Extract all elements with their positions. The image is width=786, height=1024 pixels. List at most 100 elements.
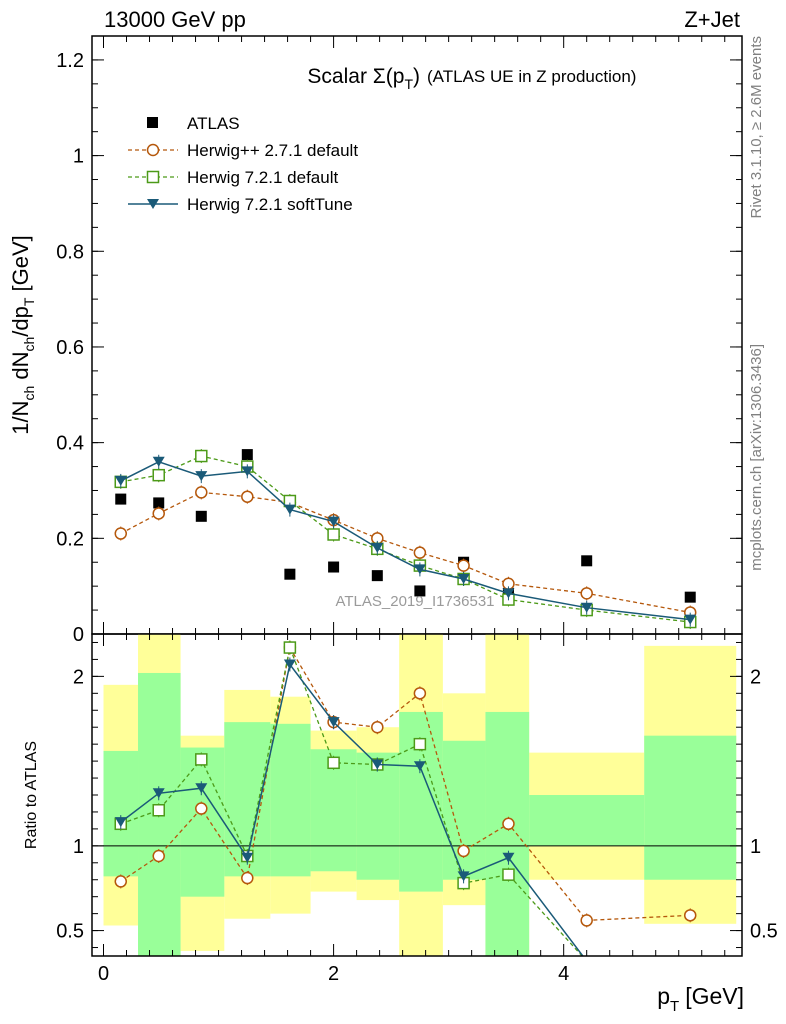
data-point <box>502 588 515 599</box>
data-point <box>283 504 296 515</box>
series-herwig-7-2-1-softtune <box>114 657 584 956</box>
main-plot-body <box>114 449 697 630</box>
data-point <box>152 468 165 482</box>
data-point <box>580 914 593 927</box>
uncertainty-band-stat <box>180 747 225 897</box>
data-point <box>114 527 128 540</box>
x-tick-label: 0 <box>98 963 109 985</box>
data-point <box>195 783 208 794</box>
main-y-axis-label: 1/Nch dNch/dpT [GeV] <box>8 235 37 435</box>
ratio-y-axis: 0.5 0.5 1 1 2 2 <box>56 641 778 949</box>
data-point <box>414 585 426 597</box>
y-tick-label-right: 0.5 <box>750 921 778 943</box>
ratio-clipped <box>92 634 742 956</box>
data-point <box>327 717 340 728</box>
data-point <box>371 542 384 553</box>
data-point <box>413 761 426 772</box>
data-point <box>684 591 696 603</box>
data-point <box>241 449 253 461</box>
data-point <box>580 587 593 600</box>
main-y-axis: 0 0.2 0.4 0.6 0.8 1 1.2 <box>56 35 742 646</box>
y-tick-label: 1.2 <box>56 50 84 72</box>
data-point <box>115 493 127 505</box>
series-line <box>120 455 691 623</box>
data-point <box>241 871 254 885</box>
data-point <box>580 602 593 613</box>
data-point <box>114 875 128 888</box>
y-tick-label-right: 2 <box>750 666 761 688</box>
data-point <box>457 573 470 584</box>
x-tick-label: 2 <box>328 963 339 985</box>
data-point <box>371 570 383 582</box>
y-tick-label: 1 <box>73 836 84 858</box>
ratio-x-axis: 0 2 4 <box>98 36 726 985</box>
data-point <box>152 849 165 863</box>
data-point <box>152 456 165 467</box>
uncertainty-band-stat <box>442 740 486 880</box>
rivet-version-label: Rivet 3.1.10, ≥ 2.6M events <box>748 36 765 219</box>
legend: ATLAS Herwig++ 2.7.1 default Herwig 7.2.… <box>128 114 358 214</box>
main-title-close: ) <box>413 65 420 88</box>
legend-label-herwig7-default: Herwig 7.2.1 default <box>187 168 338 187</box>
data-point <box>195 510 207 522</box>
data-point <box>328 561 340 573</box>
uncertainty-band-stat <box>644 735 737 880</box>
series-line <box>120 460 691 621</box>
legend-label-herwig7-softtune: Herwig 7.2.1 softTune <box>187 195 353 214</box>
watermark: ATLAS_2019_I1736531 <box>335 593 494 610</box>
data-point <box>683 909 697 922</box>
legend-label-atlas: ATLAS <box>187 114 240 133</box>
data-point <box>283 641 297 654</box>
legend-entry-atlas: ATLAS <box>147 114 240 133</box>
x-axis-label-unit: [GeV] <box>685 983 744 1009</box>
data-point <box>502 852 515 863</box>
y-tick-label: 2 <box>73 666 84 688</box>
series-herwig-7-2-1-softtune <box>114 454 697 627</box>
data-point <box>327 528 340 541</box>
data-point <box>371 720 384 734</box>
data-point <box>457 559 470 572</box>
data-point <box>413 737 427 751</box>
header-left-label: 13000 GeV pp <box>104 7 246 32</box>
header-right-label: Z+Jet <box>684 7 740 32</box>
data-point <box>283 659 296 670</box>
data-point <box>241 466 254 477</box>
data-point <box>241 852 254 863</box>
data-point <box>195 802 208 815</box>
data-point <box>371 759 384 770</box>
data-point <box>457 871 470 882</box>
main-panel: 0 0.2 0.4 0.6 0.8 1 1.2 ATLAS_2019_I1736531 Sc… <box>8 35 743 646</box>
uncertainty-band-stat <box>529 795 645 846</box>
data-point <box>195 486 208 499</box>
data-point <box>684 614 697 625</box>
data-point <box>413 546 427 559</box>
data-point <box>114 475 127 486</box>
data-point <box>195 449 208 463</box>
legend-marker-herwigpp <box>146 143 160 157</box>
ratio-plot-body <box>92 634 742 956</box>
uncertainty-band-stat <box>270 723 311 877</box>
data-point <box>284 568 296 580</box>
x-axis-label-main: p <box>657 983 670 1009</box>
data-point <box>241 490 254 503</box>
data-point <box>581 555 593 567</box>
data-point <box>153 497 165 509</box>
y-tick-label-right: 1 <box>750 836 761 858</box>
uncertainty-band-stat <box>356 752 400 880</box>
y-tick-label: 0.5 <box>56 921 84 943</box>
main-subtitle: (ATLAS UE in Z production) <box>427 67 636 86</box>
data-point <box>327 756 340 770</box>
main-title: Scalar Σ(pT) <box>307 65 420 92</box>
y-tick-label: 0 <box>73 624 84 646</box>
data-point <box>195 471 208 482</box>
data-point <box>327 516 340 527</box>
legend-entry-herwig7-softtune: Herwig 7.2.1 softTune <box>128 195 353 214</box>
legend-marker-herwig7-default <box>146 170 160 184</box>
data-point <box>413 564 426 575</box>
mcplots-label: mcplots.cern.ch [arXiv:1306.3436] <box>748 344 765 571</box>
legend-entry-herwigpp: Herwig++ 2.7.1 default <box>128 141 358 160</box>
x-axis-label: pT [GeV] <box>657 983 744 1015</box>
legend-marker-herwig7-softtune <box>147 199 159 209</box>
